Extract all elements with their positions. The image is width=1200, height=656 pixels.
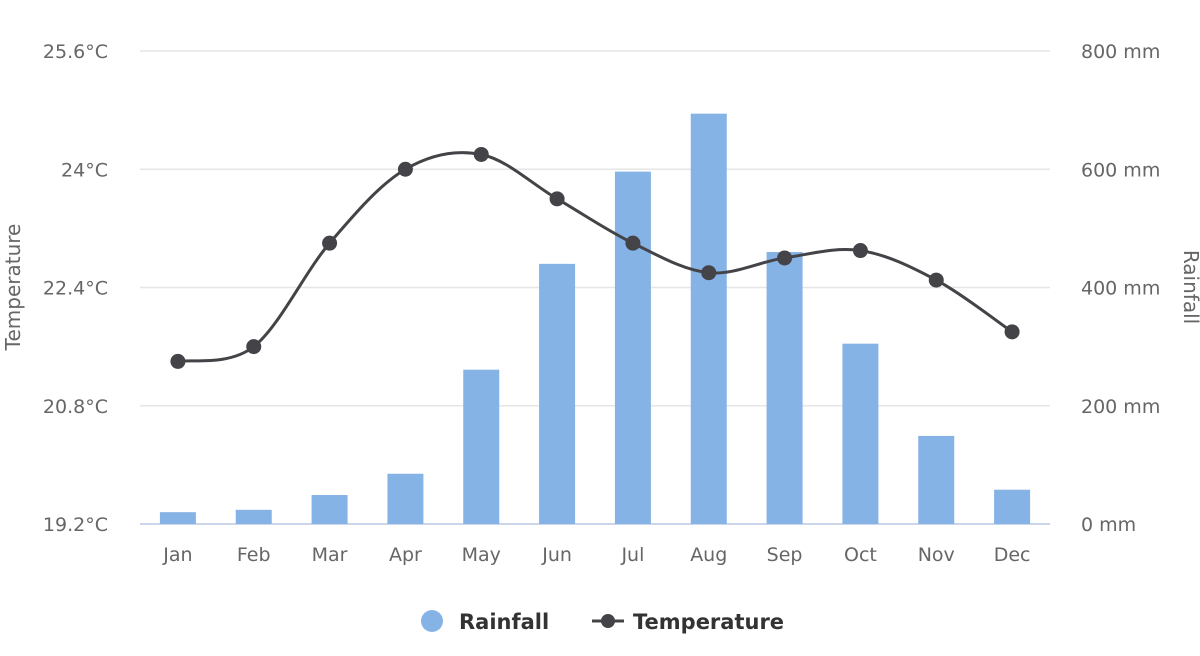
left-axis-title: Temperature [1, 224, 25, 352]
right-axis-tick-label: 0 mm [1081, 514, 1136, 536]
legend: Rainfall Temperature [421, 610, 784, 634]
legend-label-rainfall: Rainfall [459, 610, 549, 634]
rainfall-bar [463, 369, 500, 524]
rainfall-bar [387, 473, 424, 524]
grid-lines [140, 50, 1050, 525]
temperature-point [928, 272, 944, 288]
rainfall-bar [159, 512, 196, 524]
rainfall-bar [994, 489, 1031, 524]
x-axis-label: May [462, 544, 501, 566]
rainfall-bar [311, 495, 348, 524]
rainfall-bar [539, 263, 576, 524]
temperature-point [397, 161, 413, 177]
temperature-point [852, 243, 868, 259]
legend-item-temperature[interactable]: Temperature [592, 610, 784, 634]
x-axis-labels: Jan Feb Mar Apr May Jun Jul Aug Sep Oct Nov Dec [162, 544, 1030, 566]
rainfall-bar [235, 509, 272, 524]
left-axis-tick-label: 22.4°C [43, 278, 108, 300]
right-axis-labels: 0 mm 200 mm 400 mm 600 mm 800 mm [1081, 41, 1160, 536]
rainfall-bar [614, 171, 651, 525]
rainfall-bar [918, 435, 955, 524]
rainfall-bar [842, 343, 879, 524]
x-axis-label: Apr [389, 544, 422, 566]
x-axis-label: Jan [162, 544, 192, 566]
rainfall-bars [159, 113, 1031, 525]
left-axis-tick-label: 25.6°C [43, 41, 108, 63]
temperature-point [246, 339, 262, 355]
temperature-point [625, 235, 641, 251]
x-axis-label: Aug [690, 544, 727, 566]
temperature-point [170, 353, 186, 369]
x-axis-label: Jun [541, 544, 572, 566]
temperature-legend-dot-icon [601, 614, 615, 628]
left-axis-tick-label: 24°C [61, 159, 108, 181]
temperature-point [473, 146, 489, 162]
left-axis-tick-label: 19.2°C [43, 514, 108, 536]
rainfall-legend-icon [421, 610, 443, 632]
legend-label-temperature: Temperature [633, 610, 784, 634]
right-axis-tick-label: 800 mm [1081, 41, 1160, 63]
x-axis-label: Oct [844, 544, 877, 566]
left-axis-labels: 19.2°C 20.8°C 22.4°C 24°C 25.6°C [43, 41, 108, 536]
rainfall-bar [690, 113, 727, 525]
right-axis-tick-label: 600 mm [1081, 159, 1160, 181]
x-axis-label: Jul [620, 544, 644, 566]
x-axis-label: Sep [767, 544, 803, 566]
temperature-point [1004, 324, 1020, 340]
temperature-point [549, 191, 565, 207]
right-axis-tick-label: 200 mm [1081, 396, 1160, 418]
rainfall-bar [766, 252, 803, 524]
x-axis-label: Feb [237, 544, 271, 566]
right-axis-title: Rainfall [1179, 250, 1200, 324]
x-axis-label: Mar [312, 544, 348, 566]
x-axis-label: Nov [918, 544, 955, 566]
temperature-points [170, 146, 1020, 369]
temperature-point [777, 250, 793, 266]
temperature-point [322, 235, 338, 251]
temperature-line [177, 151, 1013, 363]
right-axis-tick-label: 400 mm [1081, 278, 1160, 300]
left-axis-tick-label: 20.8°C [43, 396, 108, 418]
temperature-point [701, 265, 717, 281]
x-axis-label: Dec [994, 544, 1031, 566]
legend-item-rainfall[interactable]: Rainfall [421, 610, 549, 634]
